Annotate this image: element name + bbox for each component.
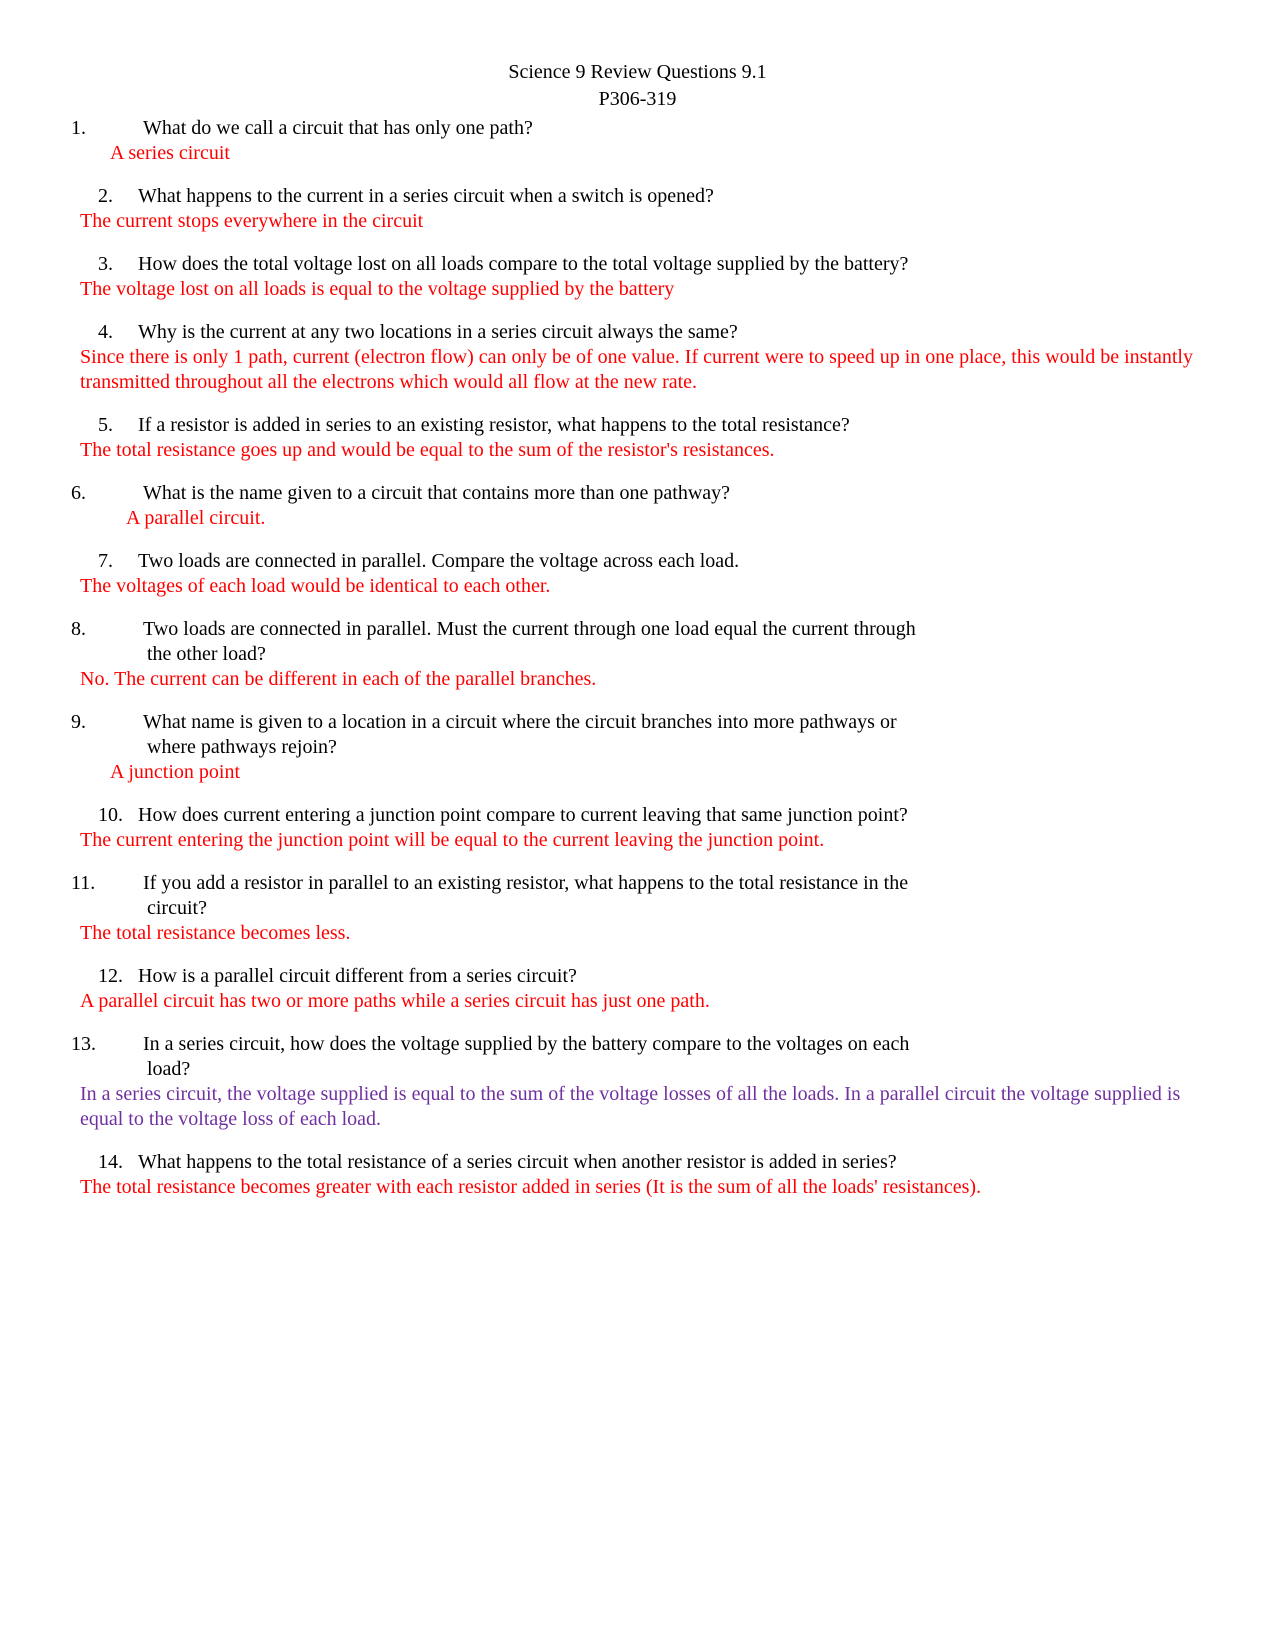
answer-text: In a series circuit, the voltage supplie… — [80, 1082, 1195, 1132]
page-title: Science 9 Review Questions 9.1 — [80, 60, 1195, 85]
question-body: What name is given to a location in a ci… — [143, 711, 897, 733]
qa-block: 2.What happens to the current in a serie… — [80, 184, 1195, 234]
question-number: 9. — [109, 710, 143, 735]
question-body: In a series circuit, how does the voltag… — [143, 1033, 909, 1055]
question-body: If you add a resistor in parallel to an … — [143, 872, 908, 894]
question-number: 2. — [104, 184, 138, 209]
question-text: 6.What is the name given to a circuit th… — [80, 481, 1195, 506]
qa-block: 7.Two loads are connected in parallel. C… — [80, 549, 1195, 599]
question-continuation: load? — [80, 1057, 1195, 1082]
question-number: 8. — [109, 617, 143, 642]
answer-text: The total resistance becomes less. — [80, 921, 1195, 946]
question-body: If a resistor is added in series to an e… — [138, 414, 850, 436]
question-text: 10.How does current entering a junction … — [80, 803, 1195, 828]
answer-text: Since there is only 1 path, current (ele… — [80, 345, 1195, 395]
question-body: What do we call a circuit that has only … — [143, 117, 533, 139]
qa-block: 13.In a series circuit, how does the vol… — [80, 1032, 1195, 1132]
question-text: 1.What do we call a circuit that has onl… — [80, 116, 1195, 141]
question-number: 12. — [104, 964, 138, 989]
question-body: How does the total voltage lost on all l… — [138, 253, 908, 275]
qa-block: 14.What happens to the total resistance … — [80, 1150, 1195, 1200]
qa-block: 12.How is a parallel circuit different f… — [80, 964, 1195, 1014]
qa-block: 11.If you add a resistor in parallel to … — [80, 871, 1195, 946]
answer-text: No. The current can be different in each… — [80, 667, 1195, 692]
question-text: 13.In a series circuit, how does the vol… — [80, 1032, 1195, 1057]
question-body: What is the name given to a circuit that… — [143, 482, 730, 504]
question-body: Two loads are connected in parallel. Com… — [138, 550, 739, 572]
qa-block: 8.Two loads are connected in parallel. M… — [80, 617, 1195, 692]
question-body: How does current entering a junction poi… — [138, 804, 908, 826]
question-text: 12.How is a parallel circuit different f… — [80, 964, 1195, 989]
question-number: 10. — [104, 803, 138, 828]
question-text: 14.What happens to the total resistance … — [80, 1150, 1195, 1175]
question-number: 14. — [104, 1150, 138, 1175]
question-text: 2.What happens to the current in a serie… — [80, 184, 1195, 209]
question-continuation: circuit? — [80, 896, 1195, 921]
question-text: 7.Two loads are connected in parallel. C… — [80, 549, 1195, 574]
answer-text: The voltage lost on all loads is equal t… — [80, 277, 1195, 302]
question-number: 11. — [109, 871, 143, 896]
question-body: How is a parallel circuit different from… — [138, 965, 577, 987]
qa-block: 4.Why is the current at any two location… — [80, 320, 1195, 395]
qa-block: 3.How does the total voltage lost on all… — [80, 252, 1195, 302]
answer-text: The current stops everywhere in the circ… — [80, 209, 1195, 234]
question-text: 9.What name is given to a location in a … — [80, 710, 1195, 735]
question-body: What happens to the total resistance of … — [138, 1151, 897, 1173]
question-text: 8.Two loads are connected in parallel. M… — [80, 617, 1195, 642]
answer-text: The current entering the junction point … — [80, 828, 1195, 853]
question-body: Why is the current at any two locations … — [138, 321, 738, 343]
question-number: 1. — [109, 116, 143, 141]
question-text: 11.If you add a resistor in parallel to … — [80, 871, 1195, 896]
question-body: What happens to the current in a series … — [138, 185, 714, 207]
question-number: 6. — [109, 481, 143, 506]
answer-text: The total resistance becomes greater wit… — [80, 1175, 1195, 1200]
question-number: 13. — [109, 1032, 143, 1057]
qa-block: 9.What name is given to a location in a … — [80, 710, 1195, 785]
question-text: 4.Why is the current at any two location… — [80, 320, 1195, 345]
answer-text: A series circuit — [80, 141, 1195, 166]
question-number: 5. — [104, 413, 138, 438]
page-subtitle: P306-319 — [80, 87, 1195, 112]
qa-block: 10.How does current entering a junction … — [80, 803, 1195, 853]
document-page: Science 9 Review Questions 9.1 P306-319 … — [0, 0, 1275, 1278]
question-number: 3. — [104, 252, 138, 277]
question-number: 7. — [104, 549, 138, 574]
question-continuation: where pathways rejoin? — [80, 735, 1195, 760]
answer-text: A junction point — [80, 760, 1195, 785]
question-text: 5.If a resistor is added in series to an… — [80, 413, 1195, 438]
answer-text: A parallel circuit has two or more paths… — [80, 989, 1195, 1014]
answer-text: The total resistance goes up and would b… — [80, 438, 1195, 463]
question-body: Two loads are connected in parallel. Mus… — [143, 618, 916, 640]
qa-block: 6.What is the name given to a circuit th… — [80, 481, 1195, 531]
question-text: 3.How does the total voltage lost on all… — [80, 252, 1195, 277]
qa-block: 5.If a resistor is added in series to an… — [80, 413, 1195, 463]
qa-content: 1.What do we call a circuit that has onl… — [80, 116, 1195, 1200]
answer-text: A parallel circuit. — [80, 506, 1195, 531]
qa-block: 1.What do we call a circuit that has onl… — [80, 116, 1195, 166]
answer-text: The voltages of each load would be ident… — [80, 574, 1195, 599]
question-number: 4. — [104, 320, 138, 345]
question-continuation: the other load? — [80, 642, 1195, 667]
